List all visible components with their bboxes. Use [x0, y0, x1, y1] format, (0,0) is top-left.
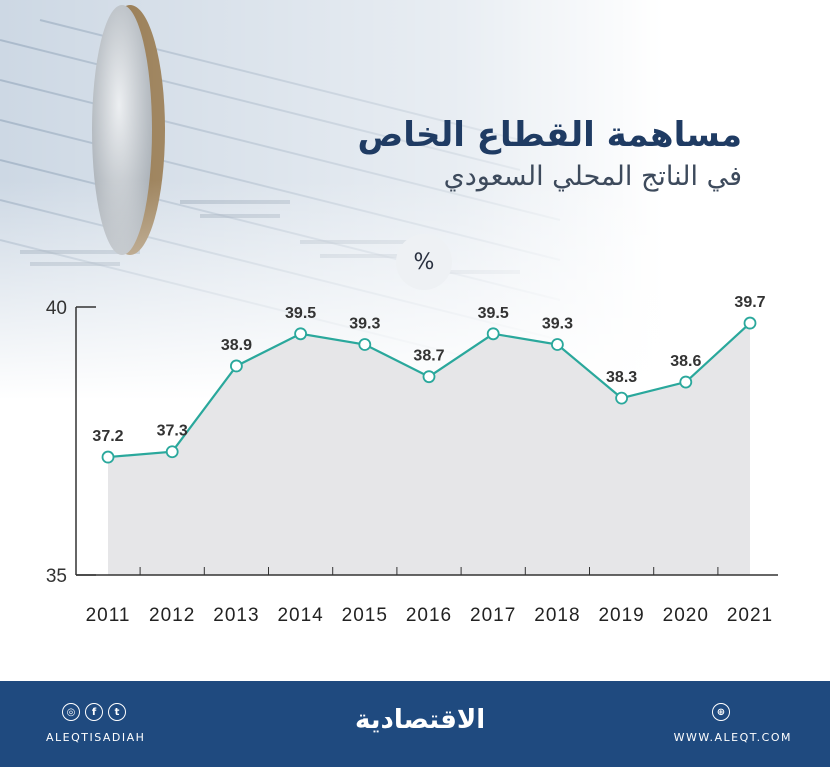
data-label: 38.9: [221, 337, 252, 354]
instagram-icon[interactable]: ◎: [62, 703, 80, 721]
x-tick-label: 2013: [213, 605, 259, 626]
data-point: [165, 445, 179, 459]
data-point: [101, 450, 115, 464]
x-tick-label: 2012: [149, 605, 195, 626]
x-tick-label: 2021: [727, 605, 773, 626]
website-link[interactable]: WWW.ALEQT.COM: [673, 731, 792, 744]
data-point: [551, 338, 564, 351]
data-label: 39.3: [349, 316, 380, 333]
facebook-icon[interactable]: f: [85, 703, 103, 721]
data-label: 39.3: [542, 316, 573, 333]
chart-title: مساهمة القطاع الخاص في الناتج المحلي الس…: [357, 112, 742, 196]
data-label: 37.2: [92, 428, 123, 445]
brand-logo: الاقتصادية: [355, 705, 486, 735]
title-line-1: مساهمة القطاع الخاص: [357, 115, 742, 155]
data-label: 38.3: [606, 369, 637, 386]
data-label: 38.7: [413, 348, 444, 365]
title-line-2: في الناتج المحلي السعودي: [443, 161, 742, 192]
data-label: 37.3: [157, 423, 188, 440]
data-point: [615, 391, 628, 405]
website-block: ⊕ WWW.ALEQT.COM: [674, 703, 792, 744]
x-tick-label: 2011: [86, 605, 131, 626]
data-label: 38.6: [670, 353, 701, 370]
data-point: [294, 327, 308, 341]
x-tick-label: 2016: [406, 605, 452, 626]
data-label: 39.5: [478, 305, 509, 322]
x-tick-label: 2018: [534, 605, 580, 626]
y-tick-label: 35: [46, 566, 67, 587]
data-point: [486, 327, 500, 341]
footer: ◎ f t ALEQTISADIAH الاقتصادية ⊕ WWW.ALEQ…: [0, 681, 830, 767]
data-point: [358, 338, 372, 351]
background-photo: [0, 0, 830, 400]
area-fill: [108, 323, 750, 575]
data-point: [422, 370, 436, 384]
x-tick-label: 2019: [598, 605, 644, 626]
x-tick-label: 2020: [663, 605, 709, 626]
unit-badge: %: [396, 234, 452, 290]
data-label: 39.7: [734, 294, 765, 311]
data-point: [743, 316, 757, 330]
globe-icon: ⊕: [712, 703, 730, 721]
line-chart: 40 35 37.2 2011 37.3 2012 38.9 2013 39.5 2014 39.3…: [46, 294, 778, 626]
social-block: ◎ f t ALEQTISADIAH: [46, 703, 145, 744]
x-tick-label: 2014: [277, 605, 323, 626]
data-point: [229, 359, 243, 373]
x-tick-label: 2017: [470, 605, 516, 626]
social-handle[interactable]: ALEQTISADIAH: [46, 731, 146, 744]
y-tick-label: 40: [46, 298, 67, 319]
x-tick-label: 2015: [342, 605, 388, 626]
data-label: 39.5: [285, 305, 316, 322]
data-point: [679, 375, 693, 389]
twitter-icon[interactable]: t: [108, 703, 126, 721]
newspaper-coin-photo: [0, 0, 830, 400]
